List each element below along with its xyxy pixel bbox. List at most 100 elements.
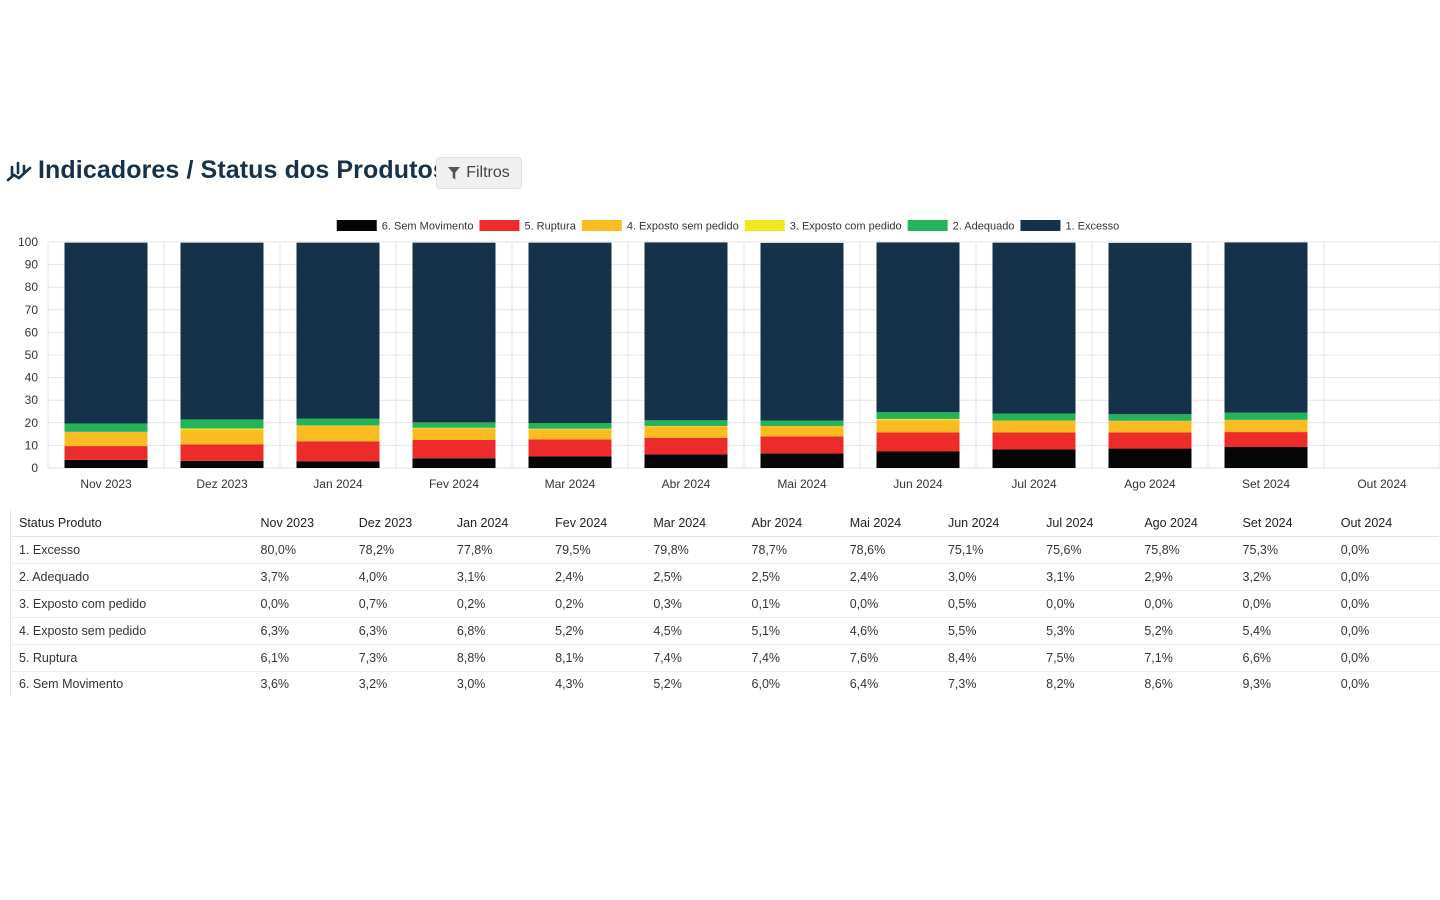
table-cell: 2,5% <box>751 563 850 591</box>
table-cell: 6,8% <box>456 617 556 645</box>
bar-segment[interactable] <box>64 431 148 447</box>
table-cell: 3,2% <box>1242 563 1341 591</box>
page-title: Indicadores / Status dos Produtos <box>38 156 447 184</box>
bar-segment[interactable] <box>876 451 960 468</box>
bar-segment[interactable] <box>876 420 960 433</box>
column-header-month[interactable]: Abr 2024 <box>751 510 850 537</box>
bar-segment[interactable] <box>760 425 844 437</box>
bar-segment[interactable] <box>528 242 612 424</box>
table-cell: 0,7% <box>358 590 457 618</box>
bar-segment[interactable] <box>528 439 612 457</box>
bar-segment[interactable] <box>412 422 496 428</box>
bar-segment[interactable] <box>760 453 844 468</box>
x-tick-label: Mai 2024 <box>777 477 827 491</box>
bar-segment[interactable] <box>296 418 380 426</box>
bar-segment[interactable] <box>528 429 612 440</box>
bar-segment[interactable] <box>1108 432 1192 449</box>
legend-swatch[interactable] <box>907 220 948 231</box>
legend-swatch[interactable] <box>744 220 785 231</box>
bar-segment[interactable] <box>992 432 1076 450</box>
bar-segment[interactable] <box>180 242 264 420</box>
bar-segment[interactable] <box>760 420 844 426</box>
bar-segment[interactable] <box>1224 242 1308 413</box>
bar-segment[interactable] <box>876 418 960 421</box>
table-row: 4. Exposto sem pedido 6,3% 6,3% 6,8% 5,2% 4,5… <box>11 617 1439 645</box>
legend-swatch[interactable] <box>581 220 622 231</box>
bar-segment[interactable] <box>1224 446 1308 468</box>
legend-label[interactable]: 6. Sem Movimento <box>382 221 474 233</box>
table-cell: 8,6% <box>1144 677 1173 691</box>
bar-segment[interactable] <box>876 432 960 452</box>
bar-segment[interactable] <box>1224 412 1308 420</box>
bar-segment[interactable] <box>1224 419 1308 433</box>
bar-segment[interactable] <box>412 428 496 440</box>
column-header-month[interactable]: Nov 2023 <box>260 510 359 537</box>
bar-segment[interactable] <box>644 437 728 455</box>
bar-segment[interactable] <box>296 242 380 419</box>
table-cell: 4,0% <box>358 563 457 591</box>
bar-segment[interactable] <box>180 419 264 429</box>
bar-segment[interactable] <box>644 420 728 426</box>
bar-segment[interactable] <box>760 242 844 421</box>
bar-segment[interactable] <box>876 412 960 419</box>
bar-segment[interactable] <box>644 242 728 421</box>
column-header-month[interactable]: Mai 2024 <box>849 510 948 537</box>
bar-segment[interactable] <box>296 441 380 462</box>
bar-segment[interactable] <box>412 242 496 423</box>
bar-segment[interactable] <box>180 430 264 445</box>
legend-label[interactable]: 3. Exposto com pedido <box>790 221 902 233</box>
table-cell: 7,3% <box>358 644 457 672</box>
bar-segment[interactable] <box>64 459 148 468</box>
legend-swatch[interactable] <box>479 220 520 231</box>
column-header-month[interactable]: Dez 2023 <box>358 510 457 537</box>
bar-segment[interactable] <box>64 423 148 432</box>
bar-segment[interactable] <box>992 413 1076 421</box>
bar-segment[interactable] <box>64 242 148 424</box>
bar-segment[interactable] <box>180 428 264 431</box>
bar-segment[interactable] <box>64 446 148 460</box>
bar-segment[interactable] <box>992 242 1076 414</box>
bar-segment[interactable] <box>992 420 1076 433</box>
table-cell: 3,2% <box>358 677 388 691</box>
bar-segment[interactable] <box>180 460 264 468</box>
column-header-month[interactable]: Ago 2024 <box>1144 510 1243 537</box>
column-header-month[interactable]: Set 2024 <box>1242 510 1341 537</box>
table-cell: 0,1% <box>751 590 850 618</box>
legend-label[interactable]: 2. Adequado <box>953 221 1015 233</box>
bar-segment[interactable] <box>296 425 380 442</box>
column-header-month[interactable]: Jan 2024 <box>456 510 556 537</box>
bar-segment[interactable] <box>760 436 844 454</box>
bar-segment[interactable] <box>528 456 612 468</box>
bar-segment[interactable] <box>644 426 728 438</box>
bar-segment[interactable] <box>1108 414 1192 421</box>
bar-segment[interactable] <box>528 423 612 429</box>
bar-segment[interactable] <box>1108 420 1192 433</box>
legend-label[interactable]: 5. Ruptura <box>524 221 576 233</box>
bar-segment[interactable] <box>180 444 264 461</box>
legend-swatch[interactable] <box>1020 220 1061 231</box>
legend-label[interactable]: 4. Exposto sem pedido <box>627 221 739 233</box>
column-header-month[interactable]: Jun 2024 <box>947 510 1047 537</box>
column-header-month[interactable]: Fev 2024 <box>555 510 654 537</box>
column-header-month[interactable]: Jul 2024 <box>1046 510 1145 537</box>
column-header-month[interactable]: Out 2024 <box>1340 510 1439 537</box>
filter-button[interactable]: Filtros <box>436 157 522 189</box>
bar-segment[interactable] <box>876 242 960 413</box>
bar-segment[interactable] <box>1108 242 1192 415</box>
bar-segment[interactable] <box>412 439 496 459</box>
column-header-month[interactable]: Mar 2024 <box>653 510 752 537</box>
bar-segment[interactable] <box>1224 432 1308 447</box>
bar-segment[interactable] <box>296 461 380 468</box>
table-cell: 2,4% <box>849 563 948 591</box>
legend-label[interactable]: 1. Excesso <box>1065 221 1119 233</box>
y-tick-label: 90 <box>25 258 39 272</box>
bar-segment[interactable] <box>1108 448 1192 468</box>
table-row: 3. Exposto com pedido 0,0% 0,7% 0,2% 0,2% 0,3… <box>11 590 1439 618</box>
legend-swatch[interactable] <box>336 220 377 231</box>
bar-segment[interactable] <box>992 449 1076 468</box>
column-header-status[interactable]: Status Produto <box>11 510 261 537</box>
bar-segment[interactable] <box>412 458 496 468</box>
x-tick-label: Mar 2024 <box>545 477 596 491</box>
bar-segment[interactable] <box>528 428 612 430</box>
bar-segment[interactable] <box>644 454 728 468</box>
